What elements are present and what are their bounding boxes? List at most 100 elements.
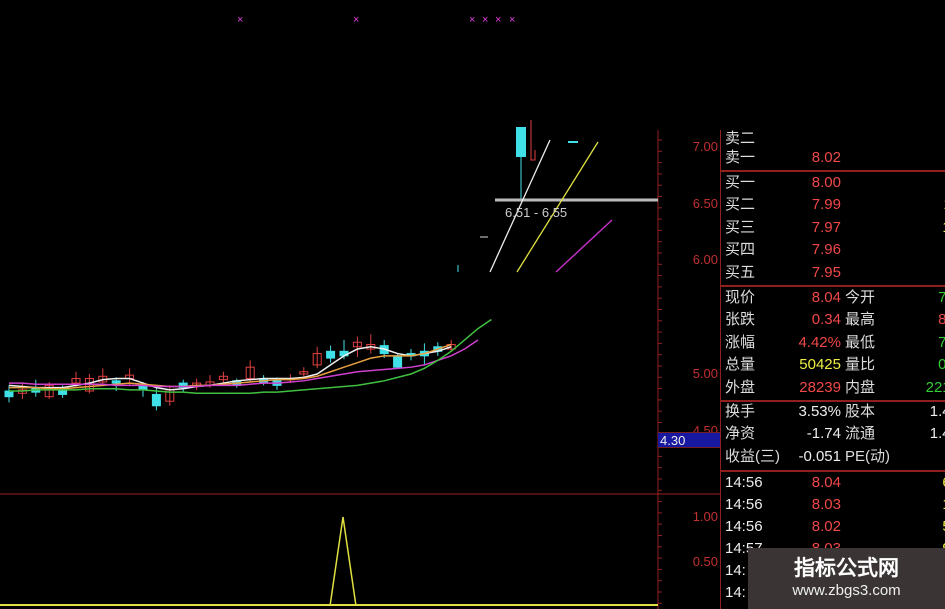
axis-label: 0.50 [692, 554, 718, 569]
quote-row: 14:56 8.02 52 [721, 516, 945, 538]
candle-wick [530, 120, 536, 161]
bid-volume: 12 [899, 217, 945, 239]
stat-value: 4.42% [798, 333, 841, 351]
quote-row: 买五 7.95 [721, 262, 945, 284]
quote-row: 买二 7.99 11 [721, 194, 945, 216]
signal-marker: × [495, 14, 502, 26]
bid-volume: 11 [899, 194, 945, 216]
stat-label: 量比 [845, 356, 876, 374]
moving-average-line [489, 139, 551, 273]
quote-row: 涨幅 4.42%最低 7.0 [721, 332, 945, 354]
candle-body [151, 393, 161, 407]
indicator-spike [329, 516, 357, 607]
tick-time: 14: [725, 562, 746, 579]
candle-body [44, 384, 54, 398]
signal-marker: × [509, 14, 516, 26]
tick-time: 14:56 [725, 518, 763, 535]
candle-body [218, 375, 228, 381]
stat-value: 28239 [799, 378, 841, 396]
kline-chart[interactable] [0, 0, 720, 609]
ask-price: 8.02 [811, 149, 841, 166]
fin-label: 净资 [725, 425, 756, 443]
signal-marker: × [237, 14, 244, 26]
fin-label: 股本 [845, 403, 876, 420]
moving-average-line [516, 141, 599, 273]
stat-label: 现价 [725, 289, 756, 306]
axis-label: 1.00 [692, 509, 718, 524]
fin-value: 1.43 [929, 425, 945, 443]
axis-label: 7.00 [692, 139, 718, 154]
stat-value: 7.0 [938, 333, 945, 351]
axis-label: 6.00 [692, 252, 718, 267]
fin-label: 流通 [845, 425, 876, 443]
ask-label: 卖一 [725, 149, 756, 166]
stat-label: 最低 [845, 333, 876, 351]
quote-row: 14:56 8.03 10 [721, 494, 945, 516]
stat-value: 8.0 [938, 311, 945, 329]
stat-value: 2218 [925, 378, 945, 396]
bid-price: 7.96 [811, 241, 841, 259]
tick-time: 14: [725, 584, 746, 601]
stat-label: 今开 [845, 289, 876, 306]
bid-label: 买四 [725, 241, 756, 259]
moving-average-line [555, 219, 613, 273]
candle-body [299, 371, 309, 375]
stat-value: 8.04 [811, 289, 841, 306]
candle-body [312, 353, 322, 366]
quote-row: 卖一 8.02 7 [721, 147, 945, 169]
fin-value: -0.051 [798, 447, 841, 465]
tick-price: 8.03 [811, 496, 841, 513]
bid-label: 买二 [725, 196, 756, 214]
ask-label: 卖二 [725, 130, 756, 147]
candle-body [111, 380, 121, 384]
moving-average-line [9, 318, 492, 395]
tick-price: 8.02 [811, 518, 841, 535]
quote-row: 买一 8.00 [721, 172, 945, 194]
stat-value: 0.34 [811, 311, 841, 329]
quote-row: 卖二 [721, 128, 945, 150]
quote-row: 换手 3.53%股本 1.48 [721, 401, 945, 423]
stat-label: 最高 [845, 311, 876, 329]
quote-row: 14: [721, 560, 945, 582]
candle-body [4, 390, 14, 398]
stat-value: 7.0 [938, 289, 945, 306]
fin-label: 换手 [725, 403, 756, 420]
divider [721, 285, 945, 287]
tick-time: 14:56 [725, 474, 763, 491]
quote-row: 买四 7.96 6 [721, 239, 945, 261]
bid-price: 7.97 [811, 218, 841, 236]
moving-average-line [9, 339, 479, 388]
bid-label: 买一 [725, 174, 756, 191]
bid-label: 买三 [725, 218, 756, 236]
stat-value: 0.7 [938, 356, 945, 374]
stat-label: 外盘 [725, 378, 756, 396]
stat-label: 张跌 [725, 311, 756, 329]
divider [721, 170, 945, 172]
stat-label: 总量 [725, 356, 756, 374]
tick-volume: 52 [899, 516, 945, 538]
axis-label: 5.00 [692, 366, 718, 381]
watermark-title: 指标公式网 [794, 557, 899, 580]
moving-average-line [9, 343, 452, 390]
range-label: 6.51 - 6.55 [505, 205, 568, 220]
ask-volume: 7 [899, 147, 945, 169]
tick-time: 14:56 [725, 496, 763, 513]
stat-label: 内盘 [845, 378, 876, 396]
fin-label: PE(动) [845, 447, 891, 465]
signal-marker: × [469, 14, 476, 26]
fin-value: 1.48 [929, 403, 945, 420]
fin-value: 3.53% [798, 403, 841, 420]
current-price-tag: 4.30 [658, 432, 720, 448]
bid-volume: 6 [899, 239, 945, 261]
fin-value: - [899, 446, 945, 468]
bid-price: 8.00 [811, 174, 841, 191]
tick-price: 8.04 [811, 474, 841, 491]
candle-body [326, 350, 336, 359]
tick-volume: 10 [899, 494, 945, 516]
